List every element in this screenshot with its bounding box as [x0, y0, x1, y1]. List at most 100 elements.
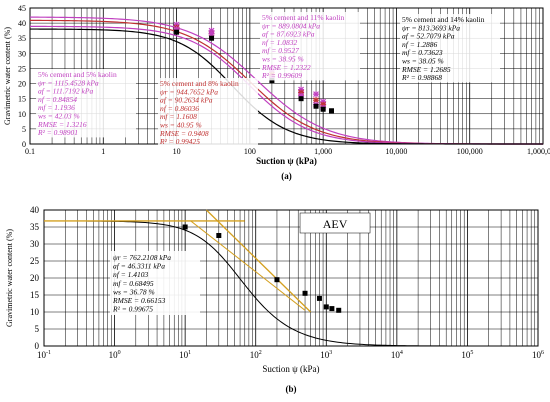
data-point [323, 304, 329, 310]
legend-block-1-line: ψr = 1115.4528 kPa [38, 78, 99, 87]
x-tick-label: 106 [532, 350, 544, 360]
data-point [298, 86, 305, 93]
data-point [209, 35, 215, 41]
x-tick-label: 1,000,000 [527, 147, 550, 156]
data-point [269, 78, 275, 84]
y-tick-label: 40 [30, 205, 40, 215]
fitted-curve [29, 28, 543, 145]
data-point [173, 21, 180, 28]
legend-block-2-line: af = 90.2634 kPa [160, 96, 213, 105]
data-point [208, 30, 215, 37]
tangent-line-slope [205, 209, 312, 313]
y-tick-label: 30 [18, 49, 26, 58]
x-tick-label: 103 [320, 350, 332, 360]
legend-block-4-line: af = 52.7079 kPa [402, 32, 455, 41]
x-tick-label: 100 [109, 350, 121, 360]
params-line: RMSE = 0.66153 [112, 296, 166, 305]
x-axis-label: Suction ψ (kPa) [262, 364, 319, 374]
data-point [313, 91, 320, 98]
legend-block-3-line: nf = 1.0832 [262, 38, 298, 47]
x-tick-label: 1 [101, 147, 105, 156]
data-point [216, 233, 222, 238]
x-tick-label: 101 [179, 350, 191, 360]
legend-block-1-line: 5% cement and 5% kaolin [38, 70, 117, 79]
data-point [182, 224, 188, 230]
legend-block-2-line: ws = 40.95 % [160, 121, 202, 130]
legend-block-3-line: ws = 38.95 % [262, 55, 304, 64]
params-line: ws = 36.78 % [113, 287, 155, 296]
legend-block-3-bg [260, 12, 360, 81]
data-point [298, 92, 305, 99]
legend-block-1-line: nf = 0.84854 [38, 95, 77, 104]
y-tick-label: 15 [18, 95, 26, 104]
legend-block-1-line: ws = 42.03 % [38, 112, 80, 121]
panel-label: (a) [281, 171, 292, 181]
data-point [313, 103, 319, 109]
x-tick-label: 102 [250, 350, 262, 360]
y-tick-label: 35 [18, 34, 26, 43]
x-tick-label: 10-1 [37, 350, 51, 360]
legend-block-4-line: 5% cement and 14% kaolin [402, 15, 485, 24]
aev-label: AEV [323, 217, 348, 231]
data-point [336, 307, 342, 313]
y-tick-label: 10 [30, 307, 40, 317]
data-point [298, 89, 305, 96]
x-axis-label: Suction ψ (kPa) [256, 156, 317, 166]
legend-block-2-line: ψr = 944.7652 kPa [160, 87, 218, 96]
x-tick-label: 0.1 [25, 147, 35, 156]
data-point [320, 101, 327, 108]
data-point [328, 108, 334, 114]
y-tick-label: 10 [18, 110, 26, 119]
y-tick-label: 25 [18, 64, 26, 73]
y-tick-label: 5 [22, 125, 26, 134]
y-tick-label: 15 [30, 290, 40, 300]
x-tick-label: 105 [461, 350, 473, 360]
data-point [174, 29, 180, 35]
x-tick-label: 104 [391, 350, 403, 360]
legend-block-4-bg [400, 14, 500, 83]
tangent-line-slope-2 [190, 220, 306, 311]
x-tick-label: 1,000 [314, 147, 332, 156]
params-line: af = 46.3311 kPa [113, 262, 165, 271]
params-line: nf = 1.4103 [113, 270, 149, 279]
data-point [208, 27, 215, 34]
params-bg [110, 251, 200, 315]
y-tick-label: 30 [30, 239, 40, 249]
y-tick-label: 0 [35, 341, 40, 351]
x-tick-label: 100 [244, 147, 256, 156]
legend-block-2-line: mf = 1.1608 [160, 112, 197, 121]
data-point [298, 96, 304, 102]
data-point [313, 97, 320, 104]
data-point [173, 26, 180, 33]
y-tick-label: 45 [18, 4, 26, 13]
data-point [329, 306, 335, 312]
legend-block-4-line: RMSE = 1.2685 [401, 65, 451, 74]
legend-block-1-line: mf = 1.1936 [38, 103, 75, 112]
legend-block-2-line: RMSE = 0.9408 [159, 129, 209, 138]
aev-box [299, 212, 371, 234]
legend-block-1-bg [36, 69, 136, 138]
data-point [320, 106, 326, 112]
params-line: R² = 0.99675 [112, 305, 153, 314]
legend-block-2-bg [158, 78, 258, 147]
y-tick-label: 5 [35, 324, 40, 334]
legend-block-2-line: nf = 0.86036 [160, 104, 199, 113]
legend-block-4-line: mf = 0.73623 [402, 48, 443, 57]
legend-block-2-line: 5% cement and 8% kaolin [160, 79, 239, 88]
legend-block-4-line: R² = 0.98868 [401, 73, 442, 82]
legend-block-3-line: mf = 0.9527 [262, 46, 299, 55]
x-tick-label: 10 [173, 147, 181, 156]
legend-block-3-line: af = 87.6923 kPa [262, 30, 315, 39]
y-tick-label: 0 [22, 140, 26, 149]
x-tick-label: 10,000 [385, 147, 407, 156]
plot-frame [43, 209, 539, 347]
plot-frame [29, 7, 544, 145]
params-line: mf = 0.68495 [113, 279, 154, 288]
legend-block-2-line: R² = 0.99425 [159, 137, 200, 146]
data-point [316, 295, 322, 301]
legend-block-3-line: ψr = 889.0804 kPa [262, 21, 320, 30]
y-tick-label: 20 [18, 80, 26, 89]
y-axis-label: Gravimetric water content (%) [3, 27, 12, 125]
data-point [320, 98, 327, 105]
